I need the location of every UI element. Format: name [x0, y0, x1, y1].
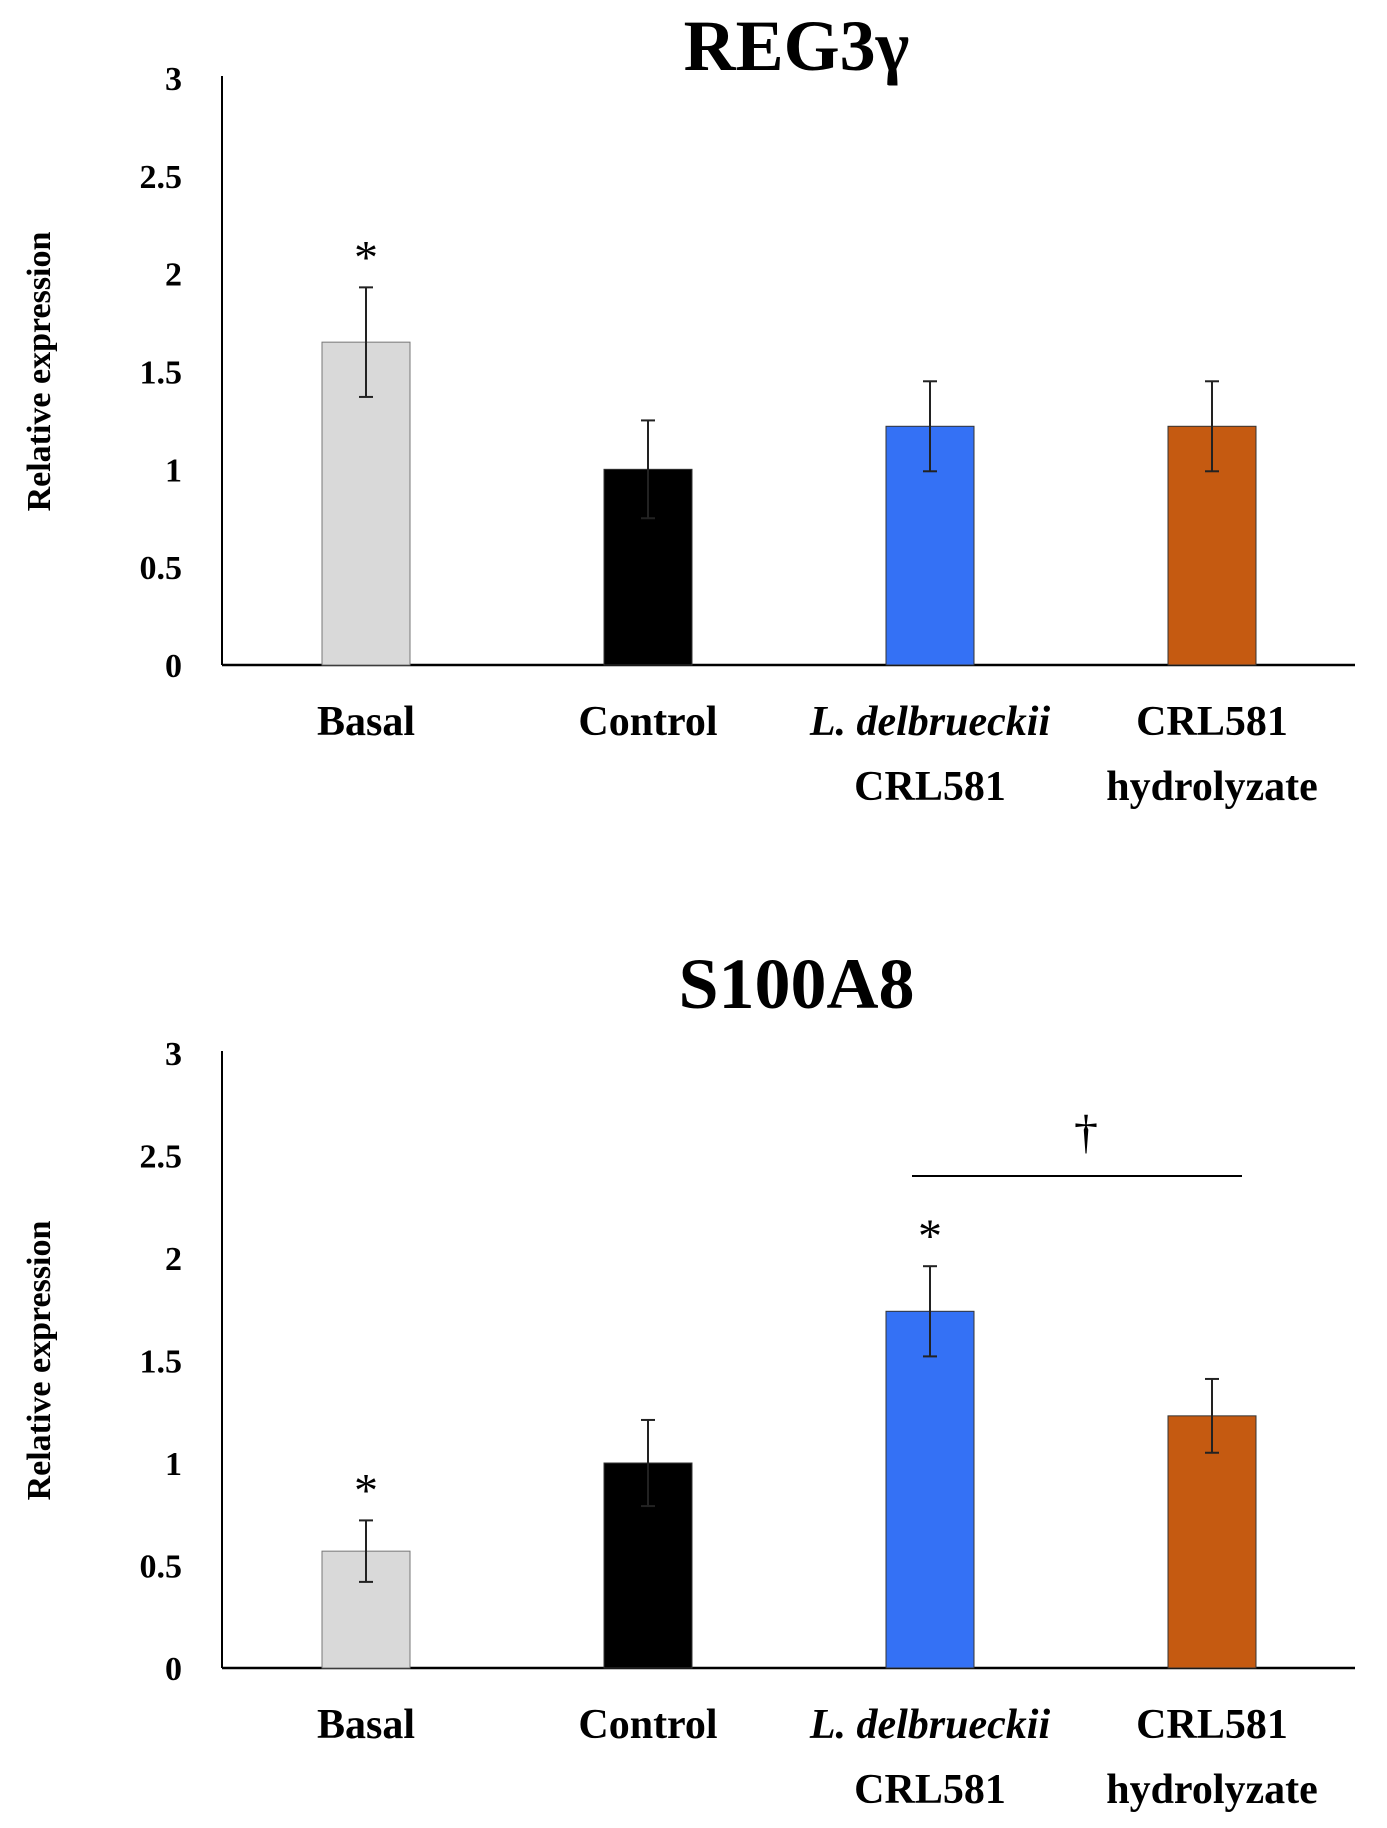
significance-marker: * — [354, 1464, 378, 1517]
y-tick-label: 1.5 — [140, 355, 183, 392]
y-tick-label: 0 — [165, 1651, 182, 1688]
x-tick-label: Basal — [317, 699, 415, 745]
x-tick-label: L. delbrueckii — [809, 1702, 1051, 1748]
y-tick-label: 1.5 — [140, 1344, 183, 1381]
significance-marker: * — [918, 1210, 942, 1263]
bracket-label: † — [1074, 1106, 1098, 1159]
y-tick-label: 2 — [165, 257, 182, 294]
x-tick-label: L. delbrueckii — [809, 699, 1051, 745]
y-tick-label: 2.5 — [140, 159, 183, 196]
x-tick-label: Basal — [317, 1702, 415, 1748]
x-tick-label: Control — [578, 1702, 717, 1748]
y-axis-label: Relative expression — [21, 1220, 58, 1500]
y-tick-label: 3 — [165, 61, 182, 98]
x-tick-label: CRL581 — [854, 1767, 1006, 1813]
x-tick-label: CRL581 — [1136, 699, 1288, 745]
significance-marker: * — [354, 231, 378, 284]
chart-2: S100A8 Relative expression 0 0.5 1 1.5 2 2.5 3 * B… — [21, 944, 1355, 1813]
y-tick-label: 0.5 — [140, 1549, 183, 1586]
x-tick-label: CRL581 — [854, 764, 1006, 810]
x-tick-label: Control — [578, 699, 717, 745]
bar — [603, 468, 693, 666]
bar — [1167, 1415, 1257, 1669]
y-tick-label: 1 — [165, 452, 182, 489]
y-tick-label: 1 — [165, 1446, 182, 1483]
y-tick-label: 2 — [165, 1241, 182, 1278]
y-axis-label: Relative expression — [21, 231, 58, 511]
y-tick-label: 0 — [165, 648, 182, 685]
x-tick-label: hydrolyzate — [1106, 764, 1318, 810]
bar — [885, 1310, 975, 1669]
y-tick-label: 2.5 — [140, 1139, 183, 1176]
x-tick-label: hydrolyzate — [1106, 1767, 1318, 1813]
chart-1: REG3γ Relative expression 0 0.5 1 1.5 2 2.5 3 * Ba… — [21, 6, 1355, 810]
y-tick-label: 0.5 — [140, 550, 183, 587]
y-tick-label: 3 — [165, 1036, 182, 1073]
chart-title: S100A8 — [678, 944, 914, 1024]
x-tick-label: CRL581 — [1136, 1702, 1288, 1748]
chart-title: REG3γ — [684, 6, 910, 86]
